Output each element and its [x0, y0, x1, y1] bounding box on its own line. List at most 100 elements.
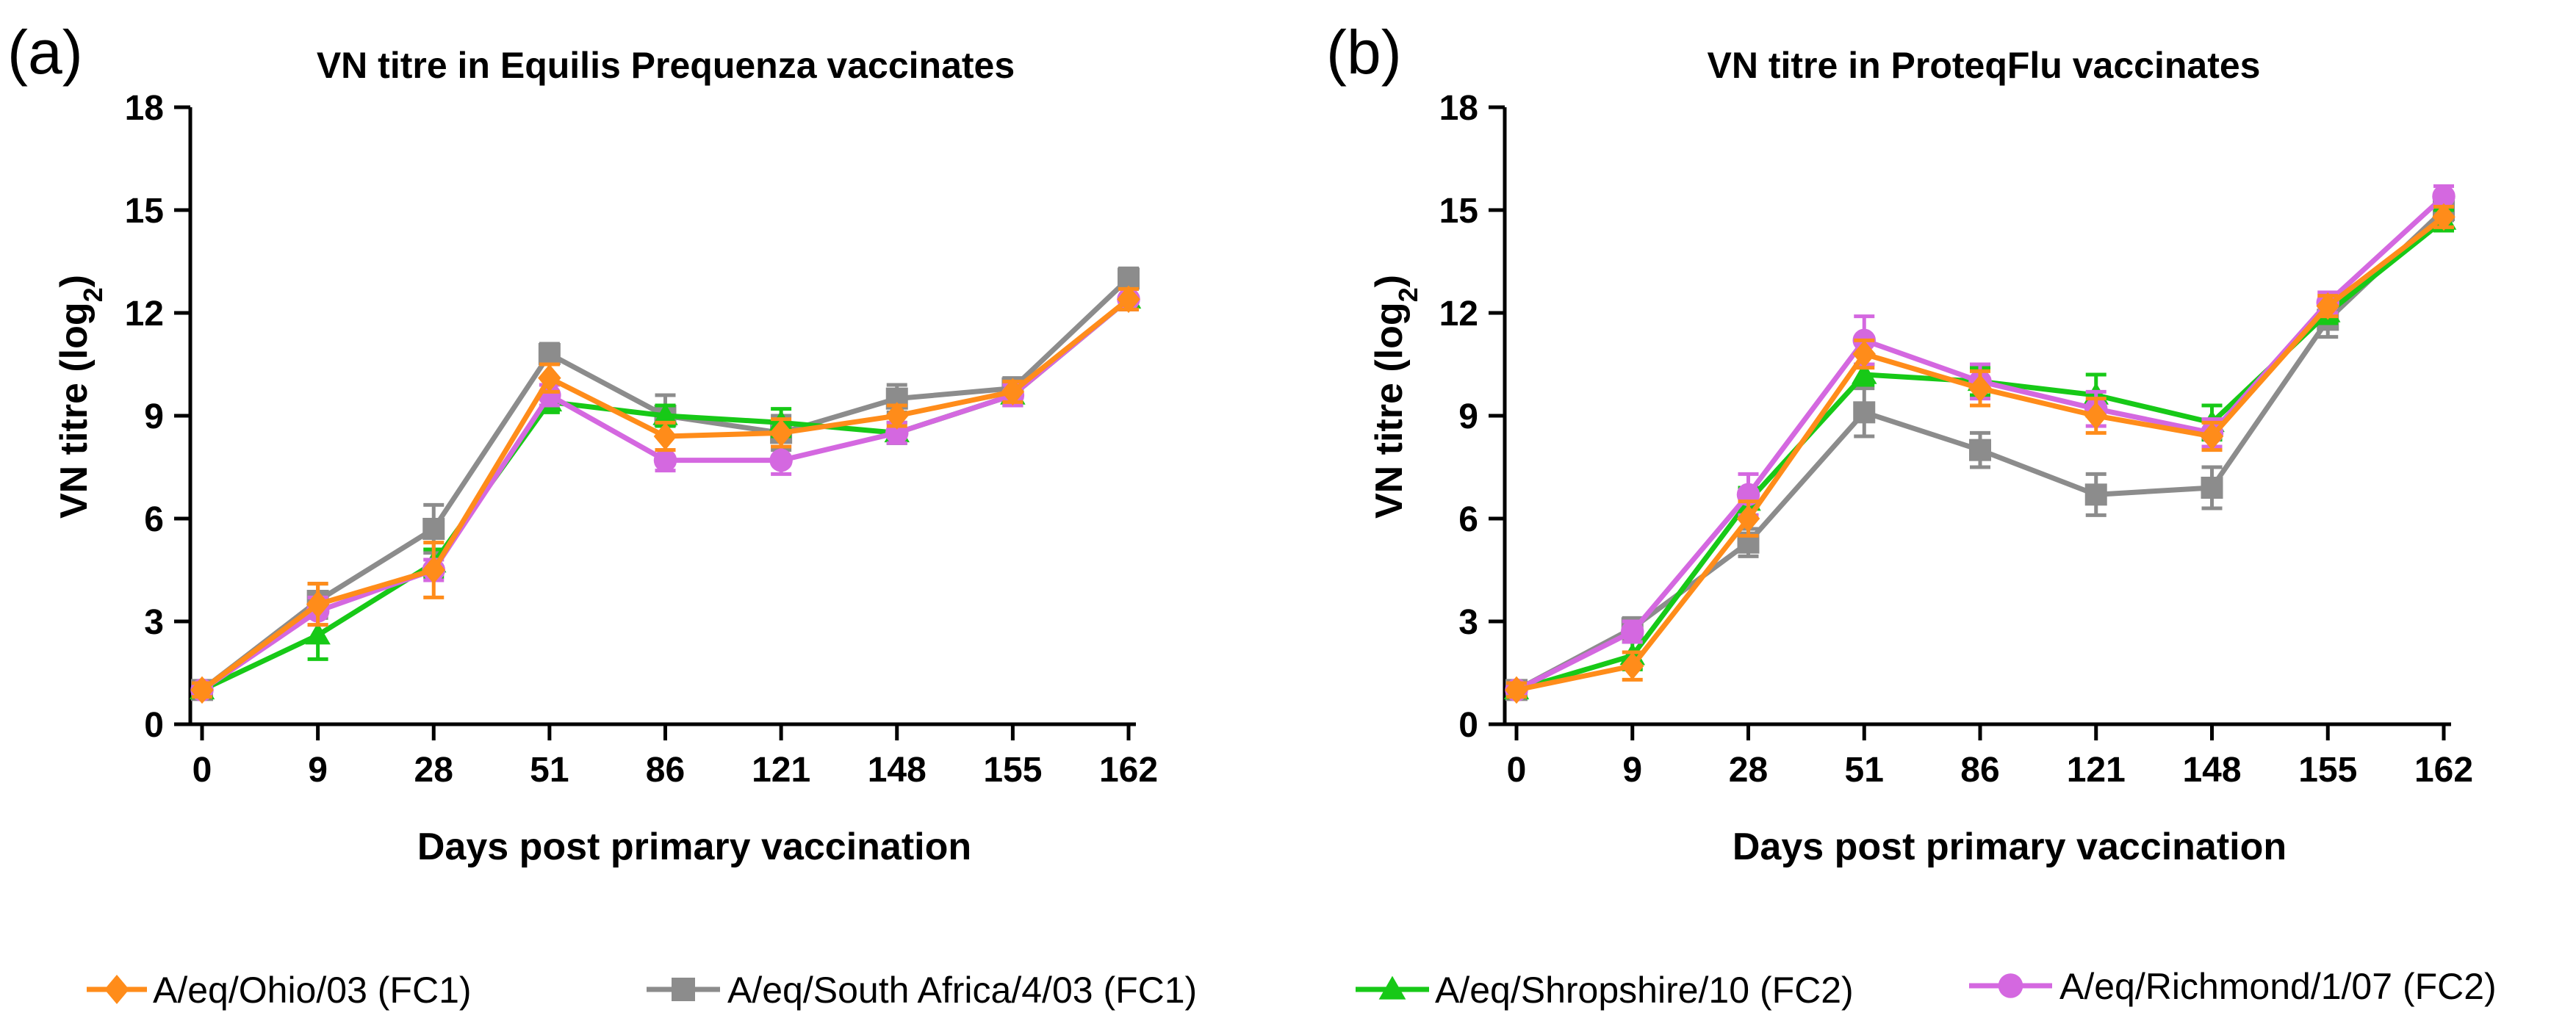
y-tick-label: 12 — [125, 295, 164, 333]
y-tick-label: 9 — [144, 397, 164, 436]
x-tick-label: 9 — [308, 751, 328, 790]
panel-b-y-ticks: 0 3 6 9 12 15 18 — [1439, 89, 1478, 745]
series-a-eq-richmond-1-07-fc2 — [190, 286, 1140, 702]
data-point — [885, 402, 909, 430]
data-point — [2201, 477, 2223, 499]
panel-b-y-axis-label: VN titre (log2) — [1368, 275, 1423, 519]
x-tick-label: 51 — [1845, 751, 1884, 790]
data-point — [2200, 422, 2224, 450]
data-point — [769, 448, 793, 472]
panel-a: (a) VN titre in Equilis Prequenza vaccin… — [7, 18, 1158, 868]
x-tick-label: 0 — [193, 751, 212, 790]
data-point — [2432, 184, 2456, 209]
data-point — [653, 422, 677, 450]
x-tick-label: 86 — [1960, 751, 1999, 790]
data-point — [2084, 402, 2108, 430]
x-tick-label: 148 — [868, 751, 927, 790]
x-tick-label: 0 — [1507, 751, 1527, 790]
data-point — [190, 676, 214, 704]
panel-b-label: (b) — [1326, 18, 1402, 87]
legend-marker — [1378, 975, 1406, 1000]
data-point — [1968, 374, 1992, 403]
legend-item-south-africa: A/eq/South Africa/4/03 (FC1) — [647, 970, 1197, 1011]
x-tick-label: 121 — [2067, 751, 2126, 790]
legend-marker — [104, 975, 129, 1004]
x-tick-label: 86 — [646, 751, 685, 790]
x-tick-label: 121 — [752, 751, 810, 790]
x-tick-label: 28 — [414, 751, 453, 790]
y-tick-label: 3 — [1458, 603, 1478, 642]
panel-b: (b) VN titre in ProteqFlu vaccinates 0 3… — [1326, 18, 2473, 868]
data-point — [769, 419, 793, 447]
x-tick-label: 162 — [1099, 751, 1158, 790]
legend-swatch — [1969, 973, 2052, 998]
panel-a-y-ticks: 0 3 6 9 12 15 18 — [125, 89, 164, 745]
legend: A/eq/Ohio/03 (FC1) A/eq/South Africa/4/0… — [87, 966, 2497, 1011]
data-point — [1001, 378, 1025, 406]
y-tick-label: 6 — [144, 500, 164, 539]
panel-a-axes — [174, 105, 1136, 740]
data-point — [1621, 620, 1644, 643]
legend-item-ohio: A/eq/Ohio/03 (FC1) — [87, 970, 472, 1011]
data-point — [422, 556, 445, 584]
y-axis-label-main: VN titre (log — [1368, 302, 1411, 519]
y-axis-label-subscript: 2 — [1393, 287, 1423, 302]
data-point — [422, 518, 445, 540]
series-line — [200, 297, 1131, 693]
x-tick-label: 155 — [983, 751, 1042, 790]
panel-b-title: VN titre in ProteqFlu vaccinates — [1708, 45, 2261, 86]
series-line — [201, 297, 1131, 693]
y-axis-label-close: ) — [53, 275, 96, 287]
data-point — [652, 403, 678, 425]
x-tick-label: 162 — [2414, 751, 2473, 790]
panel-b-x-ticks: 0 9 28 51 86 121 148 155 162 — [1507, 751, 2473, 790]
panel-a-x-ticks: 0 9 28 51 86 121 148 155 162 — [193, 751, 1158, 790]
data-point — [1969, 439, 1991, 461]
data-point — [1621, 652, 1644, 680]
x-tick-label: 148 — [2182, 751, 2241, 790]
y-axis-label-subscript: 2 — [78, 287, 108, 302]
panel-a-y-axis-label: VN titre (log2) — [53, 275, 108, 519]
series-a-eq-south-africa-4-03-fc1 — [1505, 198, 2455, 701]
legend-swatch — [1356, 975, 1429, 1000]
data-point — [1117, 285, 1140, 314]
data-point — [1852, 361, 1877, 384]
legend-marker — [672, 978, 695, 1001]
data-point — [1736, 505, 1760, 533]
y-tick-label: 6 — [1458, 500, 1478, 539]
series-a-eq-shropshire-10-fc2 — [189, 286, 1142, 700]
data-point — [538, 364, 561, 392]
data-point — [538, 343, 561, 365]
legend-swatch — [647, 978, 720, 1001]
y-tick-label: 18 — [125, 89, 164, 128]
data-point — [1853, 401, 1876, 424]
panel-a-label: (a) — [7, 18, 83, 87]
legend-swatch — [87, 975, 147, 1004]
data-point — [2084, 483, 2107, 506]
x-tick-label: 155 — [2298, 751, 2357, 790]
panel-a-x-axis-label: Days post primary vaccination — [417, 826, 971, 868]
legend-label: A/eq/Shropshire/10 (FC2) — [1435, 970, 1854, 1011]
panel-a-plot-area — [189, 266, 1142, 704]
data-point — [305, 622, 331, 645]
y-tick-label: 0 — [144, 706, 164, 745]
panel-b-x-axis-label: Days post primary vaccination — [1733, 826, 2287, 868]
panel-a-title: VN titre in Equilis Prequenza vaccinates — [317, 45, 1015, 86]
x-tick-label: 9 — [1622, 751, 1642, 790]
series-a-eq-south-africa-4-03-fc1 — [191, 266, 1140, 701]
legend-item-richmond: A/eq/Richmond/1/07 (FC2) — [1969, 966, 2497, 1007]
y-tick-label: 15 — [125, 192, 164, 231]
y-axis-label-main: VN titre (log — [53, 302, 96, 519]
legend-label: A/eq/Ohio/03 (FC1) — [153, 970, 472, 1011]
panel-b-axes — [1489, 105, 2451, 740]
data-point — [1852, 340, 1876, 368]
series-a-eq-ohio-03-fc1 — [1505, 203, 2456, 704]
series-a-eq-ohio-03-fc1 — [190, 285, 1140, 704]
x-tick-label: 28 — [1729, 751, 1768, 790]
series-line — [200, 276, 1131, 693]
x-tick-label: 51 — [530, 751, 569, 790]
data-point — [2316, 292, 2339, 320]
panel-b-plot-area — [1503, 184, 2457, 704]
y-tick-label: 18 — [1439, 89, 1478, 128]
